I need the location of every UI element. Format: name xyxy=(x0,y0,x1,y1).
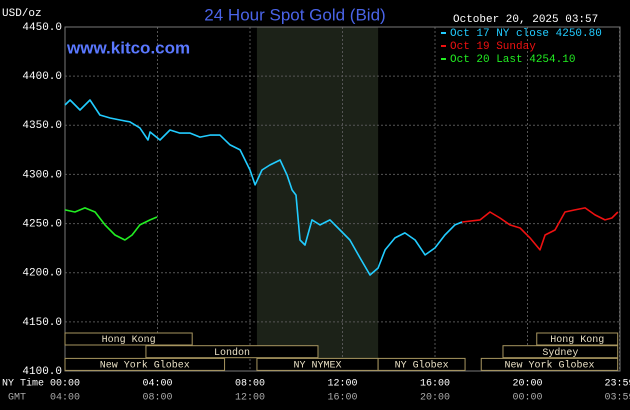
price-line xyxy=(64,99,463,276)
session-label: London xyxy=(214,347,250,359)
x-tick-label: 12:00 xyxy=(327,379,357,390)
x2-tick-label: 20:00 xyxy=(420,393,450,404)
x-tick-label: 23:59 xyxy=(605,379,630,390)
x2-tick-label: 04:00 xyxy=(50,393,80,404)
x-axis-label: NY Time xyxy=(2,378,44,390)
x2-tick-label: 16:00 xyxy=(327,393,357,404)
legend-label: Oct 17 NY close 4250.80 xyxy=(450,28,602,40)
session-bar xyxy=(64,332,193,346)
session-bar xyxy=(145,345,319,359)
session-label: Sydney xyxy=(542,347,578,359)
x2-tick-label: 12:00 xyxy=(235,393,265,404)
session-label: New York Globex xyxy=(504,360,594,372)
legend-label: Oct 19 Sunday xyxy=(450,41,536,53)
y-tick-label: 4350.0 xyxy=(22,120,62,132)
session-label: NY Globex xyxy=(395,360,449,372)
watermark: www.kitco.com xyxy=(66,38,190,57)
session-shade xyxy=(256,27,379,371)
session-bar xyxy=(502,345,619,359)
session-label: Hong Kong xyxy=(550,335,604,346)
legend-label: Oct 20 Last 4254.10 xyxy=(450,54,575,66)
price-line xyxy=(64,207,158,241)
session-bar xyxy=(64,357,226,371)
session-label: NY NYMEX xyxy=(294,361,342,372)
chart-title: 24 Hour Spot Gold (Bid) xyxy=(204,5,385,24)
y-tick-label: 4300.0 xyxy=(22,169,62,181)
y-tick-label: 4100.0 xyxy=(22,366,62,378)
x2-tick-label: 08:00 xyxy=(142,393,172,404)
y-tick-label: 4450.0 xyxy=(22,22,62,34)
session-bar xyxy=(536,332,619,346)
plot-border xyxy=(64,26,621,372)
x2-tick-label: 00:00 xyxy=(512,393,542,404)
x-tick-label: 04:00 xyxy=(142,379,172,390)
x2-axis-label: GMT xyxy=(8,393,26,404)
x-tick-label: 20:00 xyxy=(512,379,542,390)
price-line xyxy=(462,207,619,251)
x-tick-label: 08:00 xyxy=(235,379,265,390)
y-tick-label: 4150.0 xyxy=(22,317,62,329)
y-tick-label: 4400.0 xyxy=(22,71,62,83)
y-tick-label: 4200.0 xyxy=(22,268,62,280)
session-bar xyxy=(480,357,619,371)
session-bar xyxy=(377,357,466,371)
x2-tick-label: 03:59 xyxy=(605,393,630,404)
y-tick-label: 4250.0 xyxy=(22,218,62,230)
session-label: New York Globex xyxy=(100,360,190,372)
x-tick-label: 16:00 xyxy=(420,379,450,390)
x-tick-label: 00:00 xyxy=(50,379,80,390)
timestamp: October 20, 2025 03:57 xyxy=(453,14,598,26)
y-axis-label: USD/oz xyxy=(2,8,42,20)
session-label: Hong Kong xyxy=(102,335,156,346)
